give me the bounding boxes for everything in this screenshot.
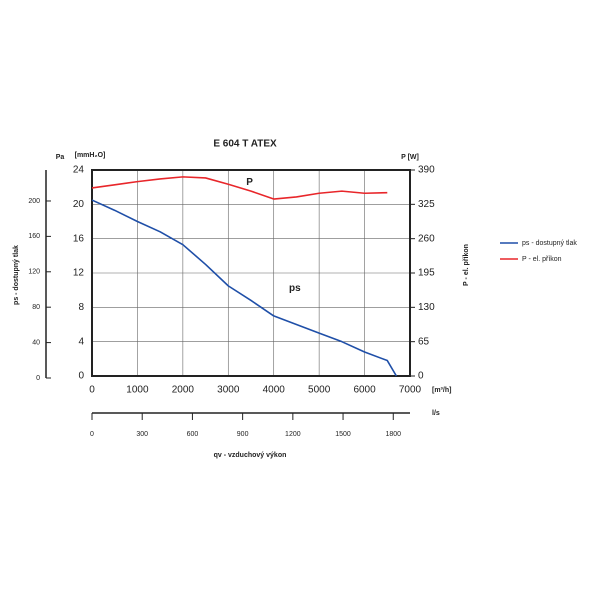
x-tick-label: 7000: [399, 385, 422, 396]
x-tick-label: 2000: [172, 385, 195, 396]
y2-tick-label: 325: [418, 199, 435, 210]
y2-tick-label: 260: [418, 233, 435, 244]
x-tick-label: 6000: [353, 385, 376, 396]
ls-unit: l/s: [432, 410, 440, 417]
y-tick-label: 0: [78, 371, 84, 382]
pa-tick-label: 0: [36, 375, 40, 382]
series-line: [91, 199, 398, 377]
pa-tick-label: 120: [28, 269, 40, 276]
ls-tick-label: 900: [237, 431, 249, 438]
y-label: ps - dostupný tlak: [13, 245, 20, 305]
pa-tick-label: 160: [28, 233, 40, 240]
pa-tick-label: 80: [32, 304, 40, 311]
legend-label: ps - dostupný tlak: [522, 240, 577, 247]
y-tick-label: 24: [73, 165, 85, 176]
y2-tick-label: 0: [418, 371, 424, 382]
ls-tick-label: 1500: [335, 431, 351, 438]
x-tick-label: 4000: [263, 385, 286, 396]
y2-unit: P [W]: [401, 154, 419, 161]
chart-title: E 604 T ATEX: [213, 139, 277, 150]
y-tick-label: 20: [73, 199, 85, 210]
y2-tick-label: 130: [418, 302, 435, 313]
x-tick-label: 5000: [308, 385, 331, 396]
y2-tick-label: 390: [418, 165, 435, 176]
y-tick-label: 16: [73, 233, 85, 244]
x-tick-label: 1000: [126, 385, 149, 396]
y-tick-label: 12: [73, 268, 85, 279]
ls-tick-label: 300: [136, 431, 148, 438]
ls-tick-label: 0: [90, 431, 94, 438]
y-unit: [mmH₂O]: [75, 152, 106, 159]
curve-label: ps: [289, 283, 301, 294]
x-label: qv - vzduchový výkon: [214, 452, 287, 459]
y2-tick-label: 195: [418, 268, 435, 279]
plot-frame: [91, 169, 411, 377]
x-tick-label: 3000: [217, 385, 240, 396]
ls-tick-label: 600: [187, 431, 199, 438]
x-tick-label: 0: [89, 385, 95, 396]
ls-tick-label: 1800: [385, 431, 401, 438]
pa-unit: Pa: [56, 154, 65, 161]
legend-label: P - el. příkon: [522, 256, 562, 263]
y2-tick-label: 65: [418, 336, 430, 347]
ls-tick-label: 1200: [285, 431, 301, 438]
x-unit: [m³/h]: [432, 387, 451, 394]
y-tick-label: 4: [78, 336, 84, 347]
y2-label: P - el. příkon: [463, 244, 470, 286]
curve-label: P: [246, 177, 253, 188]
pa-tick-label: 200: [28, 198, 40, 205]
pa-tick-label: 40: [32, 339, 40, 346]
y-tick-label: 8: [78, 302, 84, 313]
